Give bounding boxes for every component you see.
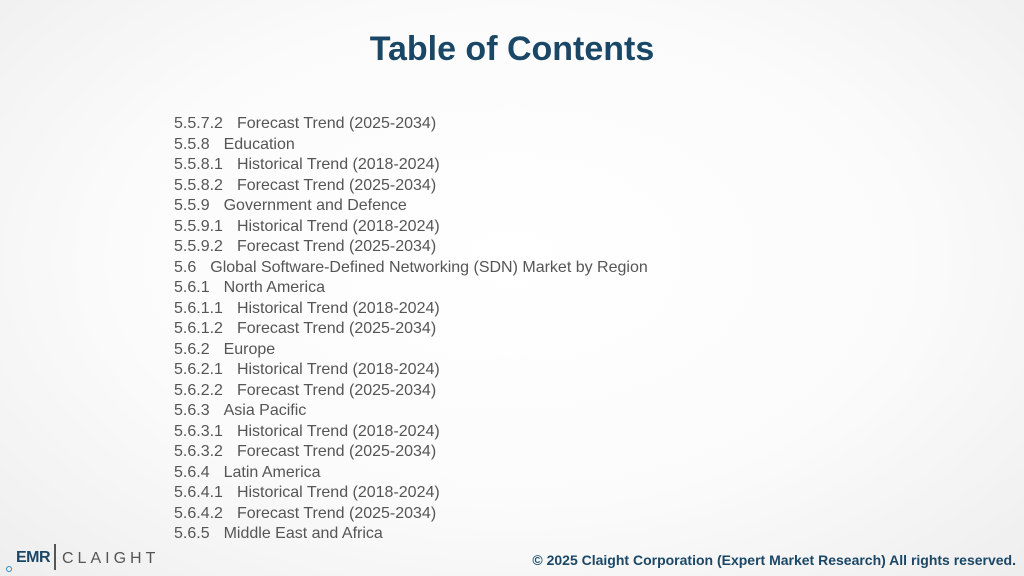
company-logo: EMR CLAIGHT <box>6 540 166 576</box>
toc-item-text: Forecast Trend (2025-2034) <box>236 115 437 132</box>
toc-item-text: Historical Trend (2018-2024) <box>236 484 440 501</box>
toc-item-number: 5.6.5 <box>174 525 210 542</box>
toc-item: 5.5.9.1 Historical Trend (2018-2024) <box>174 217 648 238</box>
toc-item-number: 5.6.2.1 <box>174 361 223 378</box>
toc-item: 5.6.5 Middle East and Africa <box>174 524 648 545</box>
toc-item: 5.6.4 Latin America <box>174 463 648 484</box>
copyright-notice: © 2025 Claight Corporation (Expert Marke… <box>532 552 1016 568</box>
toc-item-number: 5.5.7.2 <box>174 115 223 132</box>
toc-item-text: Forecast Trend (2025-2034) <box>236 443 437 460</box>
toc-item: 5.6.2 Europe <box>174 340 648 361</box>
toc-item-number: 5.5.8 <box>174 135 210 153</box>
toc-item-number: 5.5.9 <box>174 197 210 214</box>
logo-claight-text: CLAIGHT <box>62 550 160 567</box>
toc-item-number: 5.5.9.2 <box>174 238 223 255</box>
logo-divider <box>54 544 56 570</box>
toc-item-text: Latin America <box>223 463 321 481</box>
toc-item-text: Europe <box>223 340 276 358</box>
toc-item-text: Historical Trend (2018-2024) <box>236 156 440 173</box>
toc-item-text: North America <box>223 279 325 296</box>
toc-item-text: Asia Pacific <box>223 402 307 419</box>
toc-item-number: 5.5.8.1 <box>174 156 223 173</box>
logo-emr-text: EMR <box>16 549 51 566</box>
toc-item: 5.6.2.1 Historical Trend (2018-2024) <box>174 360 648 381</box>
toc-item-text: Forecast Trend (2025-2034) <box>236 176 437 194</box>
toc-item-number: 5.6.2.2 <box>174 381 223 399</box>
toc-item: 5.6.1.1 Historical Trend (2018-2024) <box>174 299 648 320</box>
toc-item-text: Forecast Trend (2025-2034) <box>236 504 437 522</box>
toc-item-number: 5.5.9.1 <box>174 217 223 235</box>
page-title: Table of Contents <box>369 30 655 68</box>
toc-item: 5.5.8.1 Historical Trend (2018-2024) <box>174 155 648 176</box>
toc-item: 5.6.2.2 Forecast Trend (2025-2034) <box>174 381 648 402</box>
toc-item-text: Forecast Trend (2025-2034) <box>236 320 437 337</box>
toc-item: 5.5.9 Government and Defence <box>174 196 648 217</box>
toc-item-text: Historical Trend (2018-2024) <box>236 299 440 317</box>
toc-item-number: 5.6.1 <box>174 279 210 296</box>
toc-item: 5.6.4.1 Historical Trend (2018-2024) <box>174 483 648 504</box>
toc-item-text: Forecast Trend (2025-2034) <box>236 381 437 399</box>
toc-item-text: Global Software-Defined Networking (SDN)… <box>210 258 648 276</box>
toc-item-text: Historical Trend (2018-2024) <box>236 361 440 378</box>
toc-item: 5.6.1.2 Forecast Trend (2025-2034) <box>174 319 648 340</box>
toc-item-text: Historical Trend (2018-2024) <box>236 422 440 440</box>
toc-item-number: 5.6 <box>174 258 197 276</box>
toc-item: 5.6 Global Software-Defined Networking (S… <box>174 258 648 279</box>
toc-item: 5.6.3 Asia Pacific <box>174 401 648 422</box>
toc-item-text: Education <box>223 135 295 153</box>
toc-item: 5.5.8 Education <box>174 135 648 156</box>
toc-item-number: 5.6.4.1 <box>174 484 223 501</box>
logo-dot-icon <box>6 566 12 572</box>
toc-item-number: 5.6.1.2 <box>174 320 223 337</box>
toc-item-number: 5.6.3 <box>174 402 210 419</box>
toc-item-number: 5.6.3.2 <box>174 443 223 460</box>
toc-item: 5.5.8.2 Forecast Trend (2025-2034) <box>174 176 648 197</box>
toc-item: 5.6.3.1 Historical Trend (2018-2024) <box>174 422 648 443</box>
toc-item: 5.5.7.2 Forecast Trend (2025-2034) <box>174 114 648 135</box>
toc-list: 5.5.7.2 Forecast Trend (2025-2034) 5.5.8 Ed… <box>174 114 648 545</box>
toc-item-text: Forecast Trend (2025-2034) <box>236 238 437 255</box>
toc-item-number: 5.5.8.2 <box>174 176 223 194</box>
toc-item-number: 5.6.4 <box>174 463 210 481</box>
toc-item-number: 5.6.4.2 <box>174 504 223 522</box>
toc-item-text: Historical Trend (2018-2024) <box>236 217 440 235</box>
toc-item: 5.5.9.2 Forecast Trend (2025-2034) <box>174 237 648 258</box>
toc-item: 5.6.1 North America <box>174 278 648 299</box>
toc-item: 5.6.3.2 Forecast Trend (2025-2034) <box>174 442 648 463</box>
toc-item: 5.6.4.2 Forecast Trend (2025-2034) <box>174 504 648 525</box>
toc-item-number: 5.6.1.1 <box>174 299 223 317</box>
toc-item-text: Government and Defence <box>223 197 407 214</box>
toc-item-text: Middle East and Africa <box>223 525 383 542</box>
toc-item-number: 5.6.3.1 <box>174 422 223 440</box>
toc-item-number: 5.6.2 <box>174 340 210 358</box>
